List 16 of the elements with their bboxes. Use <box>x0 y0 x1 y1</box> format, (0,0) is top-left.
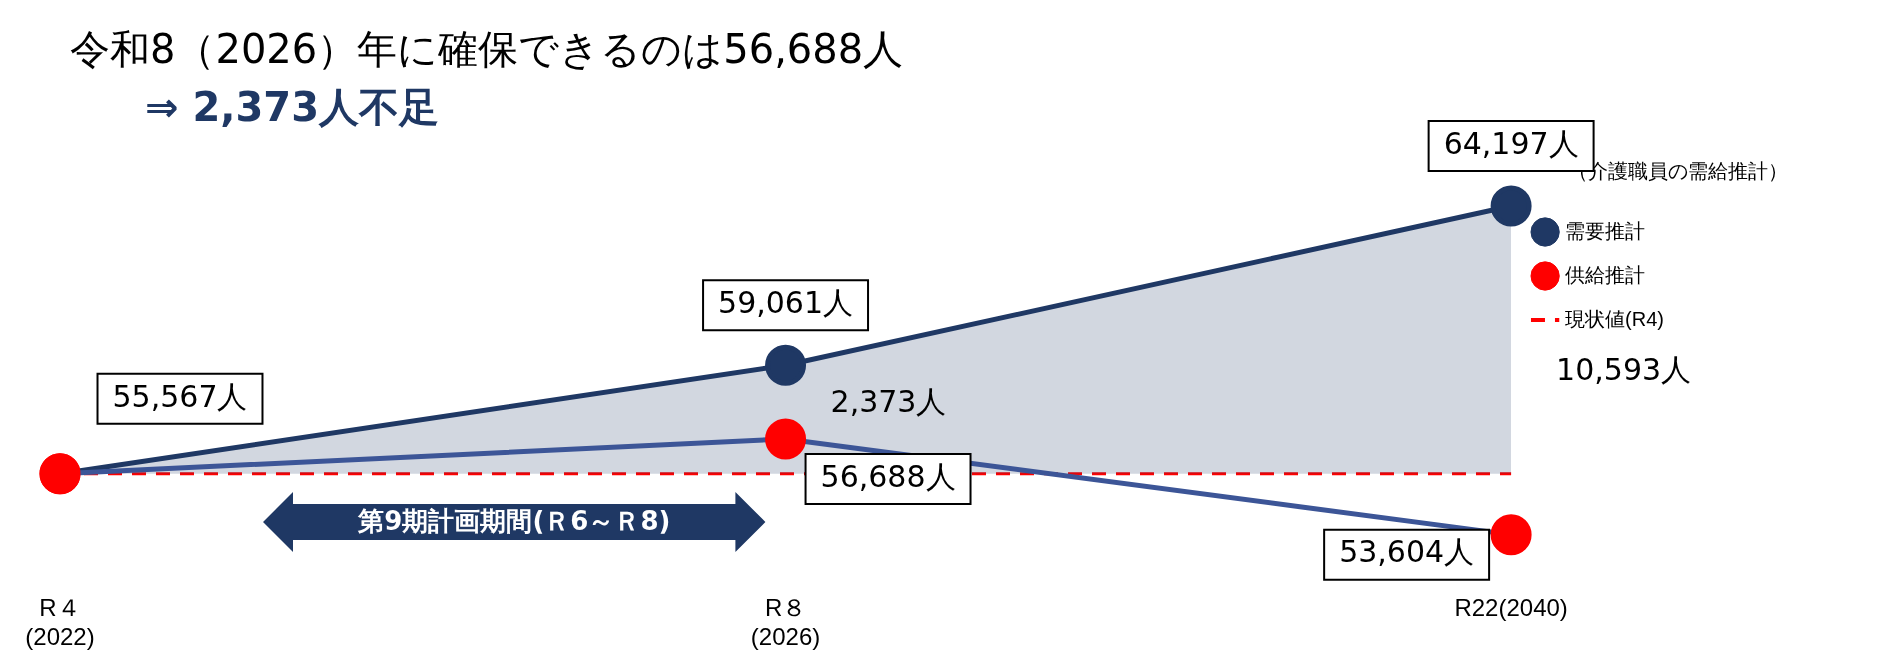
x-tick-label: R８ (2026) <box>750 594 821 651</box>
data-label: 59,061人 <box>718 285 854 321</box>
legend-label: 需要推計 <box>1565 219 1646 242</box>
annotation: 第9期計画期間(Ｒ6～Ｒ8) <box>358 505 671 539</box>
data-label: 56,688人 <box>820 458 956 494</box>
data-label: 64,197人 <box>1443 125 1579 161</box>
x-tick-label: R４ (2022) <box>25 594 95 651</box>
annotation: 2,373人 <box>830 383 947 422</box>
data-label: 53,604人 <box>1339 534 1475 570</box>
x-tick-label: R22(2040) <box>1454 594 1568 622</box>
annotation: 10,593人 <box>1556 351 1692 390</box>
chart-subtitle: ⇒ 2,373人不足 <box>145 83 439 132</box>
legend-label: 現状値(R4) <box>1565 307 1664 330</box>
chart-title: 令和8（2026）年に確保できるのは56,688人 <box>70 25 904 74</box>
data-label: 55,567人 <box>112 378 248 414</box>
legend-label: 供給推計 <box>1565 263 1646 286</box>
